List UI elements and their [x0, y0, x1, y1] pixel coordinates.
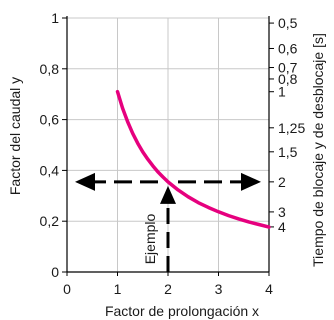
x-tick-label: 1	[114, 281, 122, 297]
flow-factor-curve	[115, 89, 271, 229]
y-tick-label: 0	[51, 264, 59, 280]
x-tick-label: 2	[164, 281, 172, 297]
right-tick-label: 1,25	[278, 120, 305, 136]
arrowhead-right	[241, 172, 261, 191]
right-tick-label: 1,5	[278, 144, 298, 160]
y-tick-label: 0,8	[40, 61, 60, 77]
y-axis-title: Factor del caudal y	[7, 77, 23, 195]
right-tick-label: 1	[278, 84, 286, 100]
y-tick-label: 1	[51, 10, 59, 26]
series-layer	[115, 89, 271, 229]
y-tick-label: 0,6	[40, 112, 60, 128]
right-tick-label: 0,8	[278, 71, 298, 87]
tick-label-layer: 00,20,40,60,810 1 2 3 411,251,52340,50,60,70…	[40, 10, 306, 297]
right-tick-label: 0,7	[278, 60, 298, 76]
right-tick-label: 4	[278, 219, 286, 235]
right-axis-title: Tiempo de blocaje y de desblocaje [s]	[310, 33, 326, 267]
x-tick-label: 0	[63, 281, 71, 297]
right-tick-label: 0,5	[278, 15, 298, 31]
x-tick-label: 3	[215, 281, 223, 297]
right-tick-label: 3	[278, 204, 286, 220]
annotation-layer: Ejemplo	[75, 172, 261, 272]
example-label: Ejemplo	[142, 213, 158, 264]
right-tick-label: 2	[278, 174, 286, 190]
arrowhead-left	[75, 172, 95, 191]
x-axis-title: Factor de prolongación x	[105, 303, 259, 319]
arrowhead-up	[160, 185, 176, 204]
y-tick-label: 0,4	[40, 162, 60, 178]
right-tick-label: 0,6	[278, 40, 298, 56]
y-tick-label: 0,2	[40, 213, 60, 229]
x-tick-label: 4	[265, 281, 273, 297]
